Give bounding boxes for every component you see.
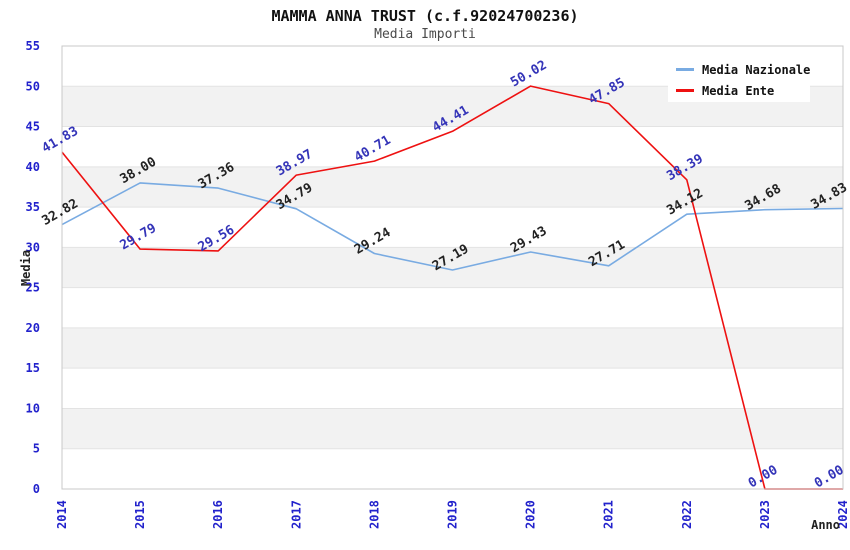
y-tick-label: 0	[33, 482, 40, 496]
y-tick-label: 10	[26, 402, 40, 416]
x-tick-label: 2014	[55, 500, 69, 529]
series-line-media-ente	[61, 85, 843, 490]
value-label-media-ente: 50.02	[508, 58, 549, 91]
x-tick-label: 2023	[758, 500, 772, 529]
value-label-media-ente: 41.83	[40, 124, 81, 157]
legend-swatch-media-ente-icon	[676, 89, 694, 92]
y-tick-label: 15	[26, 361, 40, 375]
x-tick-label: 2024	[836, 500, 850, 529]
series-line-media-nazionale	[61, 182, 844, 271]
grid-band	[62, 408, 843, 449]
y-tick-label: 5	[33, 442, 40, 456]
x-tick-label: 2019	[446, 500, 460, 529]
y-axis-title: Media	[19, 250, 33, 286]
legend-swatch-media-nazionale-icon	[676, 68, 694, 71]
chart-title: MAMMA ANNA TRUST (c.f.92024700236)	[271, 7, 579, 25]
y-tick-label: 50	[26, 79, 40, 93]
x-tick-label: 2022	[680, 500, 694, 529]
grid-band	[62, 166, 843, 208]
y-tick-label: 45	[26, 120, 40, 134]
value-label-media-ente: 0.00	[812, 463, 847, 492]
y-tick-label: 55	[26, 39, 40, 53]
legend: Media Nazionale Media Ente	[668, 52, 810, 102]
y-tick-label: 40	[26, 160, 40, 174]
x-tick-label: 2015	[133, 500, 147, 529]
value-label-media-ente: 40.71	[352, 133, 394, 166]
value-label-media-nazionale: 32.82	[40, 196, 81, 229]
x-tick-label: 2020	[524, 500, 538, 529]
x-tick-label: 2018	[367, 500, 381, 529]
y-tick-label: 30	[26, 240, 40, 254]
value-label-media-ente: 0.00	[746, 463, 781, 492]
grid-band	[62, 327, 843, 369]
x-tick-label: 2016	[211, 500, 225, 529]
chart-subtitle: Media Importi	[374, 27, 476, 42]
x-tick-label: 2017	[289, 500, 303, 529]
y-tick-label: 20	[26, 321, 40, 335]
legend-label-media-nazionale: Media Nazionale	[702, 62, 811, 77]
legend-item-media-nazionale: Media Nazionale	[676, 59, 810, 80]
x-axis-title: Anno	[811, 518, 840, 532]
y-tick-label: 35	[26, 200, 40, 214]
legend-label-media-ente: Media Ente	[702, 83, 775, 98]
y-tick-label: 25	[26, 281, 40, 295]
x-tick-label: 2021	[602, 500, 616, 529]
legend-item-media-ente: Media Ente	[676, 80, 810, 101]
plot-border	[61, 45, 844, 490]
